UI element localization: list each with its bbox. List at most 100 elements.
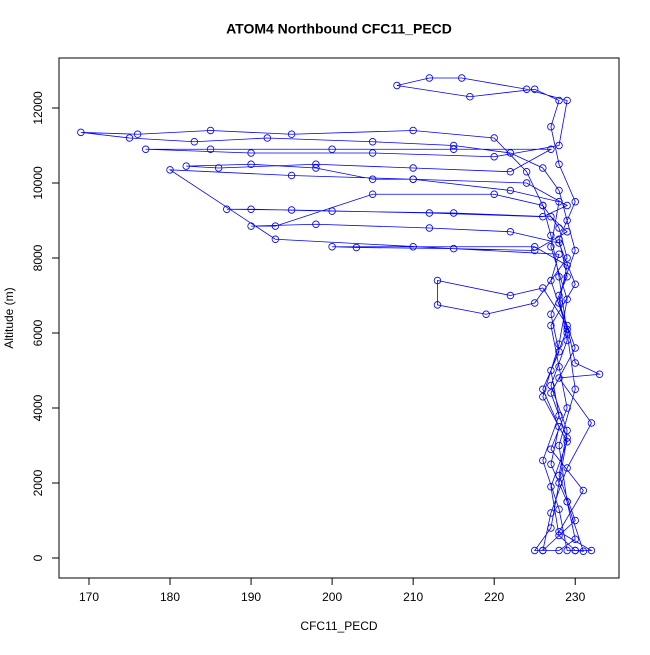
data-point <box>563 546 571 555</box>
data-point <box>547 381 555 390</box>
y-axis-label: Altitude (m) <box>2 287 16 348</box>
data-point <box>522 168 531 176</box>
x-tick-label: 180 <box>160 590 180 604</box>
data-point <box>555 239 563 247</box>
data-point <box>287 171 296 180</box>
y-tick-label: 8000 <box>31 244 45 271</box>
data-point <box>547 213 555 221</box>
data-point <box>571 246 579 255</box>
data-point <box>449 145 458 153</box>
data-point <box>522 85 531 93</box>
data-point <box>190 138 199 146</box>
plot-frame <box>58 57 620 579</box>
data-point <box>409 175 417 183</box>
data-point <box>563 228 571 236</box>
data-point <box>587 546 596 555</box>
data-point <box>531 546 539 555</box>
data-point <box>506 228 515 236</box>
data-point <box>555 423 563 431</box>
data-point <box>531 299 539 307</box>
data-point <box>409 126 417 135</box>
data-point <box>571 344 579 352</box>
x-tick-label: 220 <box>484 590 504 604</box>
data-point <box>555 160 563 168</box>
data-point <box>223 205 231 213</box>
data-point <box>555 224 563 232</box>
data-point <box>563 273 571 281</box>
data-point <box>555 273 563 281</box>
data-point <box>563 434 571 442</box>
data-point <box>547 389 555 397</box>
data-point <box>547 524 555 532</box>
data-point <box>555 363 563 371</box>
data-point <box>595 370 604 378</box>
data-point <box>539 164 547 172</box>
data-point <box>125 134 134 142</box>
x-tick-label: 200 <box>322 590 342 604</box>
data-point <box>506 168 515 176</box>
data-point <box>571 546 579 555</box>
data-point <box>506 291 515 300</box>
data-point <box>563 336 571 345</box>
data-point <box>555 528 563 536</box>
data-point <box>287 206 296 214</box>
data-point <box>563 329 571 337</box>
data-point <box>571 535 579 543</box>
data-point <box>312 160 320 168</box>
data-point <box>368 175 377 183</box>
x-axis-label: CFC11_PECD <box>300 619 377 633</box>
data-point <box>579 486 588 495</box>
y-tick-label: 0 <box>31 554 45 561</box>
data-point <box>466 93 474 101</box>
data-point <box>563 201 571 210</box>
x-tick-label: 190 <box>241 590 261 604</box>
data-point <box>555 441 563 450</box>
data-point <box>547 509 555 517</box>
data-point <box>555 340 563 348</box>
data-point <box>555 479 563 487</box>
data-point <box>571 516 579 525</box>
data-point <box>271 222 280 230</box>
data-point <box>555 198 563 206</box>
data-point <box>563 426 571 435</box>
data-point <box>555 374 563 382</box>
data-point <box>547 231 555 240</box>
data-point <box>352 243 361 252</box>
data-point <box>539 546 547 555</box>
data-point <box>563 325 571 333</box>
data-point <box>555 531 563 540</box>
data-point <box>449 209 458 217</box>
data-point <box>133 130 142 138</box>
data-point <box>547 445 555 453</box>
data-point <box>328 207 336 215</box>
data-point <box>547 276 555 285</box>
data-point <box>206 145 215 153</box>
data-point <box>458 74 466 82</box>
data-point <box>555 546 563 555</box>
data-point <box>214 164 223 172</box>
data-point <box>425 74 434 82</box>
data-point <box>563 96 571 105</box>
data-point <box>77 128 85 137</box>
data-point <box>287 130 296 138</box>
data-point <box>531 243 539 251</box>
data-point <box>539 393 547 401</box>
data-point <box>555 235 563 243</box>
data-point <box>563 216 571 225</box>
data-point <box>247 160 255 168</box>
data-point <box>563 261 571 270</box>
data-point <box>490 134 498 142</box>
y-tick-label: 2000 <box>31 469 45 496</box>
data-point <box>555 505 563 513</box>
data-point <box>539 213 547 221</box>
data-point <box>312 164 320 172</box>
data-point <box>563 438 571 446</box>
data-point <box>571 359 579 367</box>
data-point <box>449 244 458 253</box>
y-tick-label: 4000 <box>31 394 45 421</box>
data-point <box>587 419 596 427</box>
data-point <box>571 280 579 288</box>
data-point <box>555 471 563 480</box>
data-point <box>409 164 417 172</box>
